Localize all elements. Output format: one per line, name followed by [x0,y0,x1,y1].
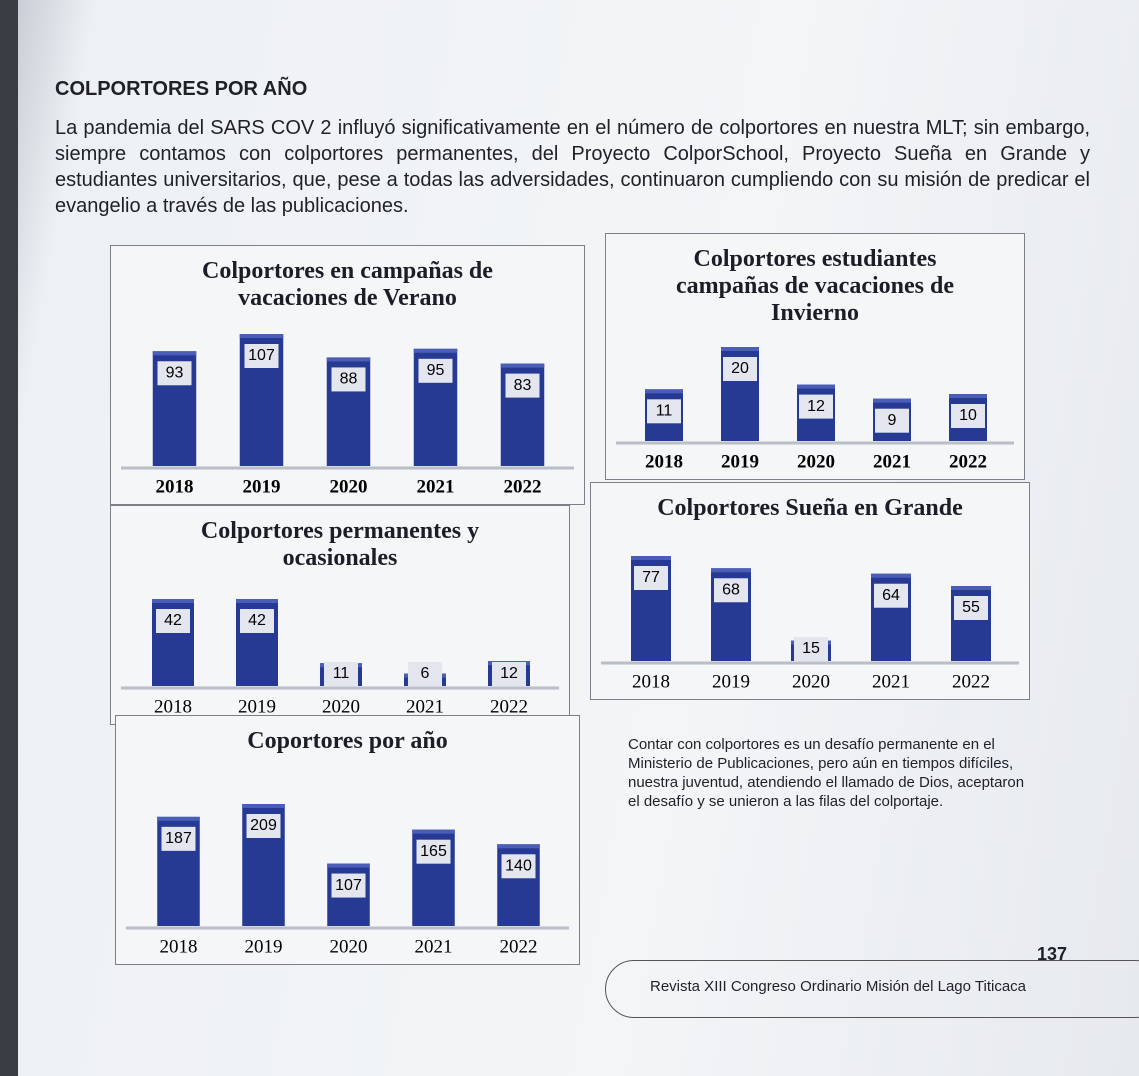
x-tick-label: 2021 [873,451,911,472]
value-label: 93 [166,364,184,381]
value-label: 107 [335,877,362,894]
bar-top [631,556,671,560]
value-label: 42 [164,612,182,629]
value-label: 140 [505,857,532,874]
bar-top [157,817,200,821]
plot: 11 2018 20 2019 12 2020 9 2021 10 2022 [606,339,1024,479]
value-label: 55 [962,599,980,616]
bar-top [721,347,759,351]
x-tick-label: 2022 [949,451,987,472]
value-label: 6 [421,665,430,682]
plot: 93 2018 107 2019 88 2020 95 2021 83 2022 [111,326,584,504]
bar-top [497,844,540,848]
x-tick-label: 2022 [504,476,542,497]
value-label: 88 [340,371,358,388]
bar-top [645,389,683,393]
x-tick-label: 2020 [792,671,830,692]
chart: Colportores en campañas de vacaciones de… [110,245,585,505]
x-tick-label: 2022 [500,936,538,957]
bar-top [327,864,370,868]
value-label: 12 [500,665,518,682]
x-tick-label: 2022 [952,671,990,692]
chart: Colportores estudiantes campañas de vaca… [605,233,1025,480]
bar-top [414,349,458,353]
x-tick-label: 2021 [417,476,455,497]
x-tick-label: 2018 [156,476,194,497]
bar-top [711,568,751,572]
value-label: 83 [514,377,532,394]
bar-top [501,364,545,368]
x-tick-label: 2020 [330,476,368,497]
bar-top [873,399,911,403]
x-tick-label: 2019 [712,671,750,692]
bar-top [412,830,455,834]
value-label: 64 [882,587,900,604]
value-label: 42 [248,612,266,629]
bar-top [242,804,285,808]
x-tick-label: 2021 [872,671,910,692]
plot: 77 2018 68 2019 15 2020 64 2021 55 2022 [591,548,1029,699]
value-label: 68 [722,581,740,598]
value-label: 209 [250,817,277,834]
value-label: 107 [248,347,275,364]
value-label: 77 [642,569,660,586]
x-tick-label: 2021 [415,936,453,957]
chart: Colportores Sueña en Grande 77 2018 68 2019 1… [590,482,1030,700]
value-label: 11 [333,665,350,682]
chart-title: Coportores por año [156,728,539,755]
paragraph: La pandemia del SARS COV 2 influyó signi… [55,115,1090,219]
value-label: 12 [807,398,825,415]
bar-top [951,586,991,590]
page: COLPORTORES POR AÑO La pandemia del SARS… [0,0,1139,1076]
chart-title: Colportores en campañas de vacaciones de… [151,258,544,312]
value-label: 165 [420,843,447,860]
bar-top [236,599,278,603]
x-tick-label: 2018 [645,451,683,472]
chart-title: Colportores permanentes y ocasionales [151,518,529,572]
x-tick-label: 2020 [330,936,368,957]
x-tick-label: 2018 [632,671,670,692]
bar-top [240,334,284,338]
chart-title: Colportores Sueña en Grande [631,495,989,522]
bar-top [871,574,911,578]
page-number: 137 [1037,944,1067,965]
footer-text: Revista XIII Congreso Ordinario Misión d… [650,978,1026,995]
bar-top [327,357,371,361]
bar-top [797,385,835,389]
value-label: 9 [888,412,897,429]
value-label: 15 [802,640,820,657]
bar-top [153,351,197,355]
value-label: 187 [165,830,192,847]
bar-top [949,394,987,398]
heading: COLPORTORES POR AÑO [55,78,307,101]
plot: 187 2018 209 2019 107 2020 165 2021 140 2022 [116,796,579,964]
value-label: 20 [731,360,749,377]
x-tick-label: 2019 [243,476,281,497]
closing-text: Contar con colportores es un desafío per… [628,735,1028,811]
x-tick-label: 2018 [160,936,198,957]
value-label: 11 [656,403,673,420]
book-edge [0,0,18,1076]
x-tick-label: 2020 [797,451,835,472]
chart-title: Colportores estudiantes campañas de vaca… [646,246,984,327]
value-label: 95 [427,362,445,379]
x-tick-label: 2019 [245,936,283,957]
value-label: 10 [959,407,977,424]
bar-top [152,599,194,603]
x-tick-label: 2019 [721,451,759,472]
